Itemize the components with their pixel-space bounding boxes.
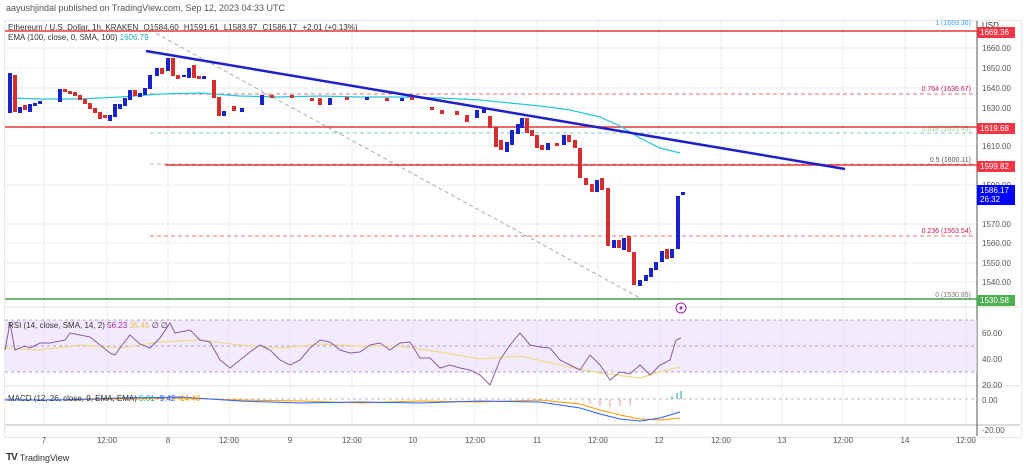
ema-legend[interactable]: EMA (100, close, 0, SMA, 100) 1606.79 bbox=[8, 33, 149, 42]
svg-text:0.00: 0.00 bbox=[982, 396, 998, 405]
trendline bbox=[145, 49, 846, 171]
tv-logo-icon: TV bbox=[6, 452, 18, 463]
ohlc-close: C1586.17 bbox=[262, 23, 298, 32]
svg-text:20.00: 20.00 bbox=[982, 381, 1003, 390]
svg-text:12:00: 12:00 bbox=[465, 436, 486, 445]
svg-text:12:00: 12:00 bbox=[956, 436, 977, 445]
fib-label-1: 1 (1669.36) bbox=[935, 20, 971, 27]
svg-text:1630.00: 1630.00 bbox=[982, 104, 1011, 113]
price-tag-1530: 1530.58 bbox=[977, 295, 1015, 306]
symbol-legend[interactable]: Ethereum / U.S. Dollar, 1h, KRAKEN O1584… bbox=[8, 23, 361, 32]
bar-countdown: 26:32 bbox=[980, 195, 1001, 204]
svg-text:12:00: 12:00 bbox=[342, 436, 363, 445]
price-tag-last: 1586.17 26:32 bbox=[977, 185, 1015, 205]
svg-text:1610.00: 1610.00 bbox=[982, 142, 1011, 151]
fib-label-0236: 0.236 (1563.54) bbox=[922, 228, 971, 235]
ema-value: 1606.79 bbox=[119, 33, 149, 42]
price-tag-1619: 1619.68 bbox=[977, 123, 1015, 134]
fib-label-0618: 0.618 (1615.45) bbox=[922, 126, 971, 133]
grid-horizontal bbox=[5, 47, 977, 283]
published-note: aayushjindal published on TradingView.co… bbox=[6, 3, 286, 13]
svg-text:14: 14 bbox=[901, 436, 910, 445]
svg-text:11: 11 bbox=[533, 436, 542, 445]
svg-text:12:00: 12:00 bbox=[219, 436, 240, 445]
currency-label[interactable]: USD bbox=[982, 21, 999, 30]
svg-text:40.00: 40.00 bbox=[982, 355, 1003, 364]
svg-text:12:00: 12:00 bbox=[833, 436, 854, 445]
tv-brand: TradingView bbox=[19, 452, 70, 463]
svg-text:12:00: 12:00 bbox=[97, 436, 118, 445]
events-lightning-icon[interactable] bbox=[675, 302, 687, 314]
svg-text:1550.00: 1550.00 bbox=[982, 259, 1011, 268]
svg-text:10: 10 bbox=[409, 436, 418, 445]
svg-text:12: 12 bbox=[655, 436, 664, 445]
chart-frame bbox=[4, 20, 1022, 438]
candles bbox=[8, 58, 685, 286]
ohlc-open: O1584.60 bbox=[143, 23, 179, 32]
rsi-legend[interactable]: RSI (14, close, SMA, 14, 2) 56.23 35.45 … bbox=[8, 321, 168, 330]
macd-line bbox=[5, 396, 681, 422]
svg-text:1650.00: 1650.00 bbox=[982, 64, 1011, 73]
time-axis: 7 12:00 8 12:00 9 12:00 10 12:00 11 12:00 12 1… bbox=[42, 436, 977, 445]
macd-value: -9.42 bbox=[156, 394, 176, 403]
macd-hist-value: 5.01 bbox=[139, 394, 155, 403]
svg-text:1660.00: 1660.00 bbox=[982, 44, 1011, 53]
rsi-sma-value: 35.45 bbox=[129, 321, 150, 330]
ema-label: EMA (100, close, 0, SMA, 100) bbox=[8, 33, 118, 42]
ohlc-low: L1583.97 bbox=[223, 23, 258, 32]
rsi-label: RSI (14, close, SMA, 14, 2) bbox=[8, 321, 105, 330]
svg-text:60.00: 60.00 bbox=[982, 329, 1003, 338]
last-price: 1586.17 bbox=[980, 186, 1009, 195]
svg-text:13: 13 bbox=[778, 436, 787, 445]
svg-text:1570.00: 1570.00 bbox=[982, 220, 1011, 229]
fib-label-0764: 0.764 (1636.67) bbox=[922, 86, 971, 93]
svg-text:1540.00: 1540.00 bbox=[982, 278, 1011, 287]
svg-text:7: 7 bbox=[42, 436, 47, 445]
price-tag-1599: 1599.82 bbox=[977, 161, 1015, 172]
macd-signal-value: -14.43 bbox=[177, 394, 201, 403]
fib-levels bbox=[150, 93, 977, 237]
svg-text:12:00: 12:00 bbox=[588, 436, 609, 445]
tradingview-logo[interactable]: TV TradingView bbox=[6, 452, 69, 463]
price-tag-1669: 1669.36 bbox=[977, 27, 1015, 38]
macd-label: MACD (12, 26, close, 9, EMA, EMA) bbox=[8, 394, 137, 403]
svg-text:12:00: 12:00 bbox=[711, 436, 732, 445]
ohlc-change: +2.01 (+0.13%) bbox=[302, 23, 358, 32]
fib-label-05: 0.5 (1600.11) bbox=[930, 157, 971, 164]
ohlc-high: H1591.61 bbox=[183, 23, 219, 32]
rsi-line bbox=[4, 322, 682, 386]
rsi-value: 56.23 bbox=[107, 321, 128, 330]
rsi-extra: ∅ ∅ bbox=[151, 321, 168, 330]
svg-text:8: 8 bbox=[166, 436, 171, 445]
svg-text:9: 9 bbox=[288, 436, 293, 445]
svg-text:1560.00: 1560.00 bbox=[982, 239, 1011, 248]
svg-text:1640.00: 1640.00 bbox=[982, 84, 1011, 93]
fib-label-0: 0 (1530.85) bbox=[935, 292, 971, 299]
svg-text:-20.00: -20.00 bbox=[982, 426, 1005, 435]
macd-histogram bbox=[589, 399, 631, 407]
fib-diagonal bbox=[149, 29, 641, 299]
symbol-name[interactable]: Ethereum / U.S. Dollar, 1h, KRAKEN bbox=[8, 23, 139, 32]
macd-legend[interactable]: MACD (12, 26, close, 9, EMA, EMA) 5.01 -… bbox=[8, 394, 200, 403]
